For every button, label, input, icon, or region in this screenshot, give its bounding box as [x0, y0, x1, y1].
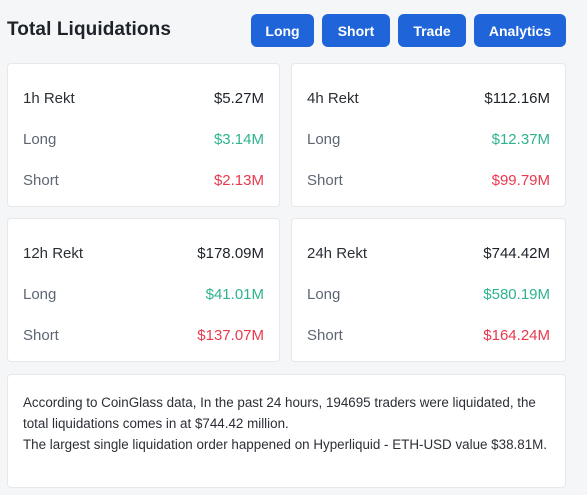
- short-value: $137.07M: [197, 326, 264, 344]
- short-value: $99.79M: [491, 171, 550, 189]
- long-value: $580.19M: [483, 285, 550, 303]
- card-total-value: $178.09M: [197, 244, 264, 262]
- long-label: Long: [23, 285, 57, 303]
- card-title: 24h Rekt: [307, 244, 368, 262]
- card-total-row: 12h Rekt $178.09M: [23, 242, 264, 264]
- card-long-row: Long $41.01M: [23, 283, 264, 305]
- header: Total Liquidations Long Short Trade Anal…: [0, 0, 587, 60]
- trade-button[interactable]: Trade: [398, 14, 466, 47]
- card-long-row: Long $3.14M: [23, 128, 264, 150]
- long-value: $3.14M: [213, 130, 264, 148]
- card-short-row: Short $99.79M: [307, 169, 550, 191]
- rekt-card-24h: 24h Rekt $744.42M Long $580.19M Short $1…: [291, 218, 566, 362]
- short-value: $2.13M: [213, 171, 264, 189]
- analytics-button[interactable]: Analytics: [474, 14, 566, 47]
- card-title: 4h Rekt: [307, 89, 359, 107]
- short-label: Short: [307, 171, 343, 189]
- card-title: 12h Rekt: [23, 244, 84, 262]
- rekt-card-4h: 4h Rekt $112.16M Long $12.37M Short $99.…: [291, 63, 566, 207]
- summary-text: According to CoinGlass data, In the past…: [23, 395, 536, 431]
- card-short-row: Short $2.13M: [23, 169, 264, 191]
- long-label: Long: [307, 130, 341, 148]
- card-total-row: 24h Rekt $744.42M: [307, 242, 550, 264]
- card-total-value: $744.42M: [483, 244, 550, 262]
- long-value: $41.01M: [205, 285, 264, 303]
- short-button[interactable]: Short: [322, 14, 390, 47]
- long-button[interactable]: Long: [251, 14, 314, 47]
- page-title: Total Liquidations: [7, 19, 171, 40]
- long-label: Long: [307, 285, 341, 303]
- card-long-row: Long $12.37M: [307, 128, 550, 150]
- card-short-row: Short $137.07M: [23, 324, 264, 346]
- card-total-value: $5.27M: [213, 89, 264, 107]
- largest-order-text: The largest single liquidation order hap…: [23, 437, 548, 452]
- card-short-row: Short $164.24M: [307, 324, 550, 346]
- card-total-row: 4h Rekt $112.16M: [307, 87, 550, 109]
- long-value: $12.37M: [491, 130, 550, 148]
- card-total-row: 1h Rekt $5.27M: [23, 87, 264, 109]
- card-long-row: Long $580.19M: [307, 283, 550, 305]
- rekt-card-1h: 1h Rekt $5.27M Long $3.14M Short $2.13M: [7, 63, 280, 207]
- short-label: Short: [23, 326, 59, 344]
- card-total-value: $112.16M: [484, 89, 550, 107]
- rekt-card-12h: 12h Rekt $178.09M Long $41.01M Short $13…: [7, 218, 280, 362]
- long-label: Long: [23, 130, 57, 148]
- short-value: $164.24M: [483, 326, 550, 344]
- short-label: Short: [23, 171, 59, 189]
- card-title: 1h Rekt: [23, 89, 75, 107]
- liquidation-summary: According to CoinGlass data, In the past…: [7, 374, 566, 488]
- short-label: Short: [307, 326, 343, 344]
